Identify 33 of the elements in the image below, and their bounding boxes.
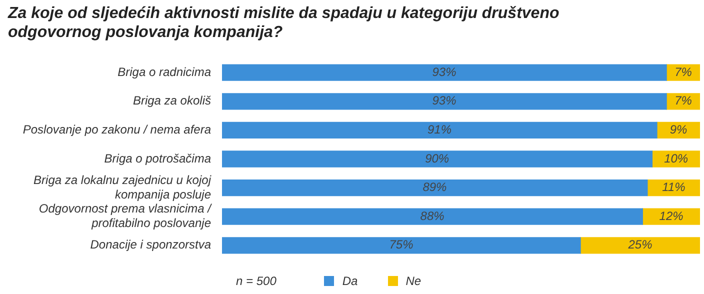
y-tick-label: Odgovornost prema vlasnicima / profitabilno poslovanje: [38, 202, 213, 230]
data-label: 75%: [389, 238, 414, 252]
chart-title: Za koje od sljedećih aktivnosti mislite da spadaju u kategoriju društveno odgovornog poslovanja kompanija?: [6, 4, 560, 43]
bar: [580, 237, 700, 254]
bar: [222, 150, 653, 168]
y-tick-label: Briga o potrošačima: [104, 151, 212, 166]
legend-label: Da: [342, 274, 358, 288]
bar: [222, 208, 643, 225]
bar: [222, 64, 667, 81]
data-label: 90%: [425, 151, 450, 166]
bar: [222, 93, 667, 110]
y-tick-label: Donacije i sponzorstva: [90, 238, 212, 252]
data-label: 89%: [422, 180, 448, 194]
bar: [222, 179, 648, 196]
bar: [222, 237, 581, 254]
y-tick-label: Briga za lokalnu zajednicu u kojoj kompanija posluje: [34, 172, 212, 202]
data-label: 88%: [420, 208, 445, 223]
y-tick-label: Poslovanje po zakonu / nema afera: [22, 122, 212, 137]
text: n = 500: [236, 274, 276, 288]
data-label: 9%: [670, 122, 688, 137]
bar: [222, 122, 658, 139]
data-label: 93%: [432, 64, 457, 79]
data-label: 25%: [627, 238, 653, 252]
data-label: 91%: [427, 122, 452, 137]
data-label: 11%: [662, 180, 686, 194]
y-tick-label: Briga o radnicima: [118, 64, 212, 79]
data-label: 7%: [674, 94, 692, 108]
y-tick-label: Briga za okoliš: [132, 94, 211, 108]
data-label: 7%: [674, 64, 692, 79]
data-label: 93%: [432, 94, 457, 108]
data-label: 10%: [664, 151, 688, 166]
legend-label: Ne: [406, 274, 422, 288]
data-label: 12%: [659, 208, 684, 223]
